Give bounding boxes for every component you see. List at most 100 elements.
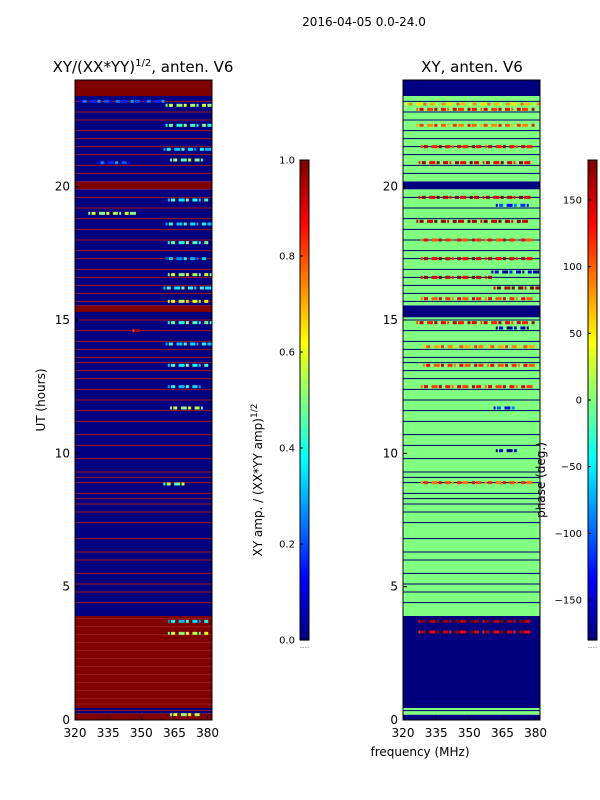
data-block bbox=[403, 80, 540, 96]
data-speckle bbox=[198, 385, 201, 389]
data-speckle bbox=[196, 342, 199, 346]
x-tick-label: 350 bbox=[458, 726, 481, 740]
data-speckle bbox=[427, 107, 434, 111]
colorbar-step bbox=[300, 444, 309, 449]
colorbar-step bbox=[588, 264, 597, 269]
colorbar-tick-label: 0 bbox=[576, 396, 582, 407]
data-speckle bbox=[451, 297, 454, 301]
data-speckle bbox=[520, 326, 526, 330]
data-speckle bbox=[204, 241, 209, 245]
data-speckle bbox=[183, 222, 187, 226]
data-speckle bbox=[434, 219, 438, 223]
data-speckle bbox=[198, 321, 201, 325]
data-speckle bbox=[488, 385, 493, 389]
colorbar-step bbox=[588, 500, 597, 505]
data-speckle bbox=[513, 326, 517, 330]
data-speckle bbox=[451, 238, 454, 242]
data-speckle bbox=[419, 107, 424, 111]
data-speckle bbox=[493, 630, 500, 634]
data-speckle bbox=[452, 123, 457, 127]
data-block bbox=[403, 616, 540, 708]
y-tick-label: 15 bbox=[383, 313, 398, 327]
data-speckle bbox=[526, 385, 533, 389]
data-speckle bbox=[506, 326, 513, 330]
data-speckle bbox=[198, 273, 201, 277]
data-speckle bbox=[500, 161, 504, 165]
data-speckle bbox=[171, 385, 176, 389]
data-speckle bbox=[452, 107, 457, 111]
plot-frame bbox=[402, 79, 541, 721]
data-speckle bbox=[484, 275, 487, 279]
data-speckle bbox=[420, 297, 423, 301]
data-speckle bbox=[190, 123, 196, 127]
data-speckle bbox=[176, 257, 183, 261]
data-speckle bbox=[515, 481, 518, 485]
colorbar-step bbox=[300, 396, 309, 401]
data-speckle bbox=[458, 123, 464, 127]
data-speckle bbox=[467, 123, 471, 127]
data-speckle bbox=[502, 145, 506, 149]
data-speckle bbox=[161, 99, 165, 103]
data-speckle bbox=[536, 102, 540, 106]
data-speckle bbox=[484, 145, 487, 149]
colorbar-step bbox=[588, 196, 597, 201]
data-speckle bbox=[423, 238, 428, 242]
data-speckle bbox=[97, 161, 100, 165]
data-speckle bbox=[431, 385, 438, 389]
colorbar-step bbox=[588, 192, 597, 197]
data-speckle bbox=[483, 321, 488, 325]
colorbar-step bbox=[588, 176, 597, 181]
data-speckle bbox=[171, 241, 176, 245]
data-speckle bbox=[502, 238, 506, 242]
data-speckle bbox=[171, 198, 176, 202]
y-tick-label: 20 bbox=[55, 180, 70, 194]
data-speckle bbox=[176, 222, 183, 226]
colorbar-step bbox=[588, 624, 597, 629]
colorbar-step bbox=[588, 328, 597, 333]
data-speckle bbox=[517, 363, 520, 367]
data-speckle bbox=[88, 211, 91, 215]
data-speckle bbox=[505, 102, 510, 106]
data-speckle bbox=[520, 102, 524, 106]
data-speckle bbox=[480, 123, 483, 127]
colorbar-step bbox=[588, 400, 597, 405]
x-tick-label: 365 bbox=[163, 726, 186, 740]
colorbar-step bbox=[588, 552, 597, 557]
data-block bbox=[403, 708, 540, 715]
data-speckle bbox=[416, 321, 419, 325]
data-speckle bbox=[513, 630, 516, 634]
data-speckle bbox=[447, 321, 450, 325]
data-speckle bbox=[509, 238, 515, 242]
data-speckle bbox=[511, 286, 515, 290]
colorbar-step bbox=[588, 164, 597, 169]
data-speckle bbox=[511, 219, 514, 223]
colorbar-step bbox=[300, 196, 309, 201]
data-speckle bbox=[165, 342, 168, 346]
data-speckle bbox=[423, 145, 428, 149]
x-tick-label: 380 bbox=[524, 726, 547, 740]
data-speckle bbox=[485, 195, 490, 199]
data-speckle bbox=[471, 107, 477, 111]
colorbar-label-main: phase (deg.) bbox=[534, 442, 548, 518]
data-speckle bbox=[507, 161, 513, 165]
colorbar-step bbox=[588, 416, 597, 421]
data-speckle bbox=[168, 123, 173, 127]
data-speckle bbox=[423, 385, 428, 389]
colorbar-step bbox=[588, 244, 597, 249]
data-speckle bbox=[513, 195, 516, 199]
data-speckle bbox=[467, 107, 471, 111]
colorbar-step bbox=[588, 316, 597, 321]
colorbar-step bbox=[300, 600, 309, 605]
x-tick-label: 320 bbox=[392, 726, 415, 740]
data-speckle bbox=[427, 321, 434, 325]
colorbar-step bbox=[588, 296, 597, 301]
data-speckle bbox=[519, 161, 523, 165]
data-speckle bbox=[185, 198, 189, 202]
data-speckle bbox=[502, 385, 506, 389]
colorbar-step bbox=[300, 200, 309, 205]
colorbar-step bbox=[300, 548, 309, 553]
colorbar-step bbox=[300, 536, 309, 541]
colorbar-step bbox=[588, 592, 597, 597]
data-speckle bbox=[451, 385, 454, 389]
